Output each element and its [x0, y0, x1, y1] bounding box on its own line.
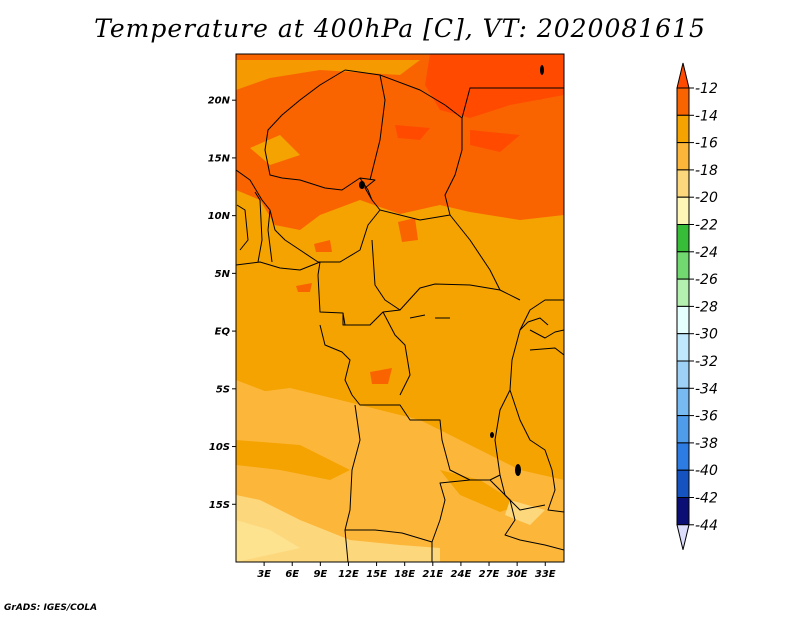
colorbar-swatch — [676, 442, 690, 471]
band-minus-18-to-minus-20 — [236, 520, 300, 562]
lake-outlines — [359, 65, 544, 476]
colorbar-label: -38 — [695, 436, 718, 452]
band-warmest — [470, 130, 520, 152]
lon-tick-label: 24E — [451, 569, 472, 580]
colorbar-label: -44 — [695, 518, 718, 534]
band-warmest — [395, 125, 430, 140]
lon-tick-label: 27E — [479, 569, 500, 580]
lat-tick-label: EQ — [215, 327, 231, 338]
band-patch — [250, 135, 300, 165]
lon-tick-label: 9E — [313, 569, 327, 580]
colorbar: -12 -14 -16 -18 -20 -22 -24 -26 -28 -30 -32 -34 -36 -… — [676, 62, 718, 550]
band-patch — [236, 440, 350, 480]
lat-tick-label: 5N — [215, 269, 231, 280]
colorbar-swatch — [676, 469, 690, 499]
colorbar-label: -32 — [695, 354, 718, 370]
lat-tick-label: 10S — [209, 442, 230, 453]
band-patch — [296, 283, 312, 292]
temperature-field — [236, 54, 564, 562]
band-minus-16-to-minus-18 — [360, 420, 470, 475]
lon-tick-label: 6E — [285, 569, 299, 580]
colorbar-top-arrow — [676, 62, 690, 89]
lon-tick-label: 15E — [366, 569, 387, 580]
colorbar-label: -22 — [695, 218, 718, 234]
lat-tick-label: 15S — [209, 500, 230, 511]
colorbar-swatch — [676, 196, 690, 225]
map-title: Temperature at 400hPa [C], VT: 202008161… — [94, 14, 706, 43]
colorbar-label: -28 — [695, 299, 718, 315]
lat-tick-label: 5S — [216, 384, 230, 395]
lon-tick-label: 33E — [535, 569, 556, 580]
colorbar-label: -40 — [695, 463, 718, 479]
colorbar-label: -36 — [695, 409, 718, 425]
lon-tick-label: 21E — [422, 569, 443, 580]
colorbar-label: -12 — [695, 81, 718, 97]
lon-tick-label: 18E — [394, 569, 415, 580]
band-patch — [370, 368, 392, 384]
colorbar-swatch — [676, 142, 690, 171]
colorbar-swatch — [676, 251, 690, 280]
band-patch — [460, 395, 564, 470]
colorbar-label: -20 — [695, 190, 718, 206]
lon-tick-label: 3E — [257, 569, 271, 580]
colorbar-label: -18 — [695, 163, 718, 179]
band-warmest — [425, 54, 564, 118]
band-minus-16-to-minus-18 — [236, 380, 320, 430]
colorbar-swatch — [676, 497, 690, 526]
colorbar-swatch — [676, 224, 690, 253]
lon-tick-label: 30E — [507, 569, 528, 580]
colorbar-swatch — [676, 305, 690, 335]
lat-tick-label: 15N — [208, 153, 231, 164]
colorbar-swatch — [676, 360, 690, 389]
colorbar-swatch — [676, 169, 690, 198]
map-frame — [235, 53, 565, 563]
colorbar-swatch — [676, 114, 690, 144]
colorbar-swatch — [676, 278, 690, 307]
grads-credit: GrADS: IGES/COLA — [4, 603, 98, 613]
colorbar-swatch — [676, 415, 690, 444]
longitude-axis: 3E 6E 9E 12E 15E 18E 21E 24E 27E 30E 33E — [257, 562, 556, 580]
colorbar-label: -34 — [695, 381, 718, 397]
lat-tick-label: 10N — [208, 211, 231, 222]
colorbar-swatch — [676, 387, 690, 417]
colorbar-label: -24 — [695, 245, 718, 261]
colorbar-bottom-arrow — [676, 524, 690, 550]
colorbar-label: -14 — [695, 108, 718, 124]
band-patch — [314, 240, 332, 252]
latitude-axis: 20N 15N 10N 5N EQ 5S 10S 15S — [208, 96, 236, 511]
country-borders — [236, 69, 564, 562]
colorbar-label: -26 — [695, 272, 718, 288]
colorbar-swatch — [676, 333, 690, 362]
colorbar-label: -16 — [695, 136, 718, 152]
band-patch — [236, 60, 420, 90]
lon-tick-label: 12E — [338, 569, 359, 580]
colorbar-label: -42 — [695, 491, 718, 507]
band-minus-16-to-minus-18 — [236, 388, 564, 562]
colorbar-label: -30 — [695, 327, 718, 343]
lat-tick-label: 20N — [208, 96, 231, 107]
band-patch — [398, 218, 418, 242]
colorbar-swatch — [676, 87, 690, 116]
